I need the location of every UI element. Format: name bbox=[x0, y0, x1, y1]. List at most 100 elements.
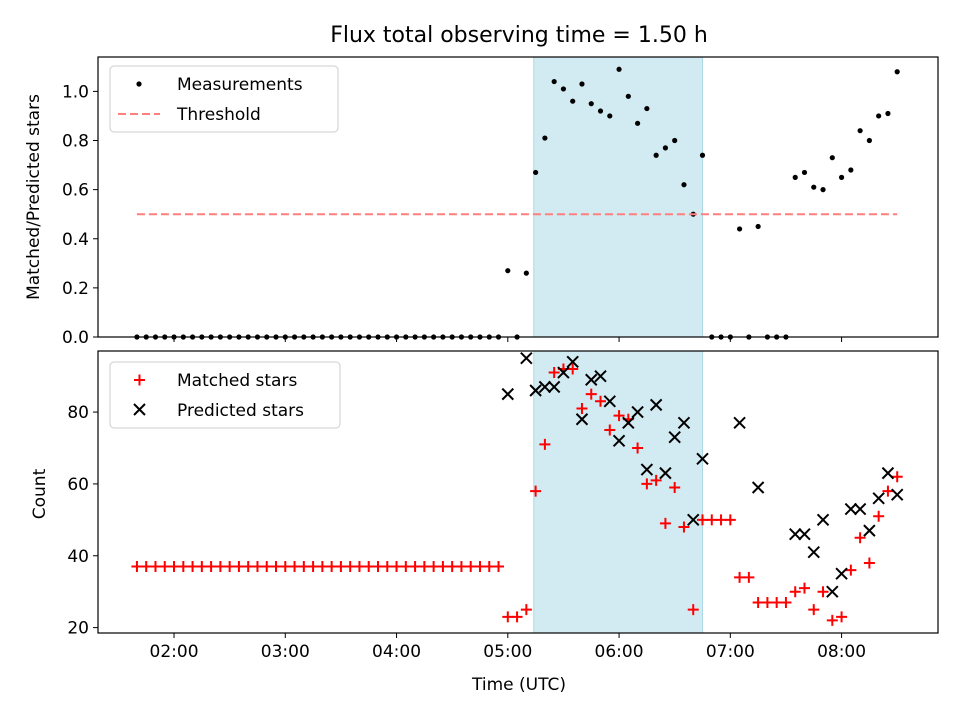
predicted-stars-point bbox=[566, 355, 579, 368]
measurement-point bbox=[876, 113, 882, 119]
matched-stars-point bbox=[715, 514, 727, 526]
matched-stars-point bbox=[845, 564, 857, 576]
matched-stars-point bbox=[455, 561, 467, 573]
matched-stars-point bbox=[131, 561, 143, 573]
measurement-point bbox=[597, 108, 604, 114]
matched-stars-point bbox=[140, 561, 152, 573]
matched-stars-point bbox=[734, 571, 746, 583]
measurement-point bbox=[653, 152, 659, 158]
predicted-stars-point bbox=[890, 488, 904, 501]
matched-stars-point bbox=[854, 532, 866, 544]
matched-stars-point bbox=[595, 395, 607, 407]
x-tick-label: 05:00 bbox=[483, 642, 532, 662]
predicted-stars-point bbox=[547, 380, 561, 394]
top-y-tick-label: 0.8 bbox=[62, 132, 89, 152]
predicted-stars-point bbox=[816, 513, 830, 527]
matched-stars-point bbox=[752, 596, 764, 608]
top-ticks: 0.0 0.2 0.4 0.6 0.8 1.0 bbox=[62, 82, 843, 348]
matched-stars-point bbox=[873, 510, 885, 522]
predicted-stars-point bbox=[501, 387, 515, 401]
top-y-axis-label: Matched/Predicted stars bbox=[24, 94, 44, 300]
predicted-stars-point bbox=[603, 395, 616, 408]
predicted-stars-point bbox=[538, 380, 552, 394]
matched-stars-point bbox=[576, 402, 588, 414]
matched-stars-point bbox=[808, 604, 820, 616]
x-tick-label: 07:00 bbox=[706, 642, 755, 662]
x-tick-label: 03:00 bbox=[261, 642, 310, 662]
matched-stars-point bbox=[891, 471, 903, 483]
matched-stars-point bbox=[363, 561, 375, 573]
top-y-tick-label: 0.6 bbox=[62, 181, 89, 201]
measurement-point bbox=[672, 137, 678, 144]
threshold-legend-label: Threshold bbox=[176, 105, 261, 125]
predicted-stars-legend-label: Predicted stars bbox=[177, 401, 304, 421]
figure-title: Flux total observing time = 1.50 h bbox=[330, 23, 708, 48]
measurement-point bbox=[551, 78, 557, 85]
matched-stars-point bbox=[530, 485, 542, 497]
predicted-stars-point bbox=[668, 431, 681, 444]
measurement-point bbox=[616, 66, 622, 72]
top-y-tick-label: 0.4 bbox=[62, 230, 89, 250]
measurement-point bbox=[505, 268, 511, 274]
matched-stars-point bbox=[372, 561, 384, 573]
matched-stars-point bbox=[205, 561, 217, 573]
measurement-point bbox=[635, 120, 641, 126]
matched-stars-point bbox=[307, 561, 319, 573]
measurements-legend-label: Measurements bbox=[177, 75, 303, 95]
matched-stars-legend-label: Matched stars bbox=[177, 371, 297, 391]
predicted-stars-point bbox=[640, 463, 654, 476]
matched-stars-point bbox=[483, 561, 495, 573]
measurement-point bbox=[644, 105, 650, 112]
predicted-stars-point bbox=[696, 452, 709, 465]
top-legend-frame bbox=[109, 65, 339, 133]
matched-stars-point bbox=[798, 582, 810, 594]
predicted-stars-point bbox=[863, 524, 876, 537]
measurement-point bbox=[811, 184, 817, 190]
matched-stars-point bbox=[289, 561, 301, 573]
matched-stars-point bbox=[409, 561, 421, 573]
x-tick-label: 04:00 bbox=[372, 642, 421, 662]
measurement-point bbox=[820, 187, 826, 193]
matched-stars-point bbox=[724, 514, 736, 526]
measurement-point bbox=[894, 69, 900, 75]
matched-stars-point bbox=[706, 514, 718, 526]
bottom-panel: 02:00 03:00 04:00 05:00 06:00 07:00 08:00 20 40 6… bbox=[30, 350, 939, 662]
measurement-point bbox=[681, 182, 687, 188]
matched-stars-point bbox=[669, 482, 681, 494]
matched-stars-point bbox=[177, 561, 189, 573]
matched-stars-point bbox=[836, 611, 848, 623]
measurement-point bbox=[866, 137, 872, 144]
matched-stars-point bbox=[326, 561, 338, 573]
measurement-point bbox=[848, 167, 854, 173]
predicted-stars-point bbox=[649, 398, 663, 412]
predicted-stars-point bbox=[687, 513, 700, 527]
matched-stars-point bbox=[391, 561, 403, 573]
matched-stars-point bbox=[743, 571, 755, 583]
top-y-tick-label: 0.2 bbox=[62, 279, 89, 299]
matched-stars-point bbox=[187, 561, 199, 573]
matched-stars-point bbox=[520, 604, 532, 616]
predicted-stars-point bbox=[751, 481, 765, 494]
bottom-axes-frame bbox=[97, 350, 939, 634]
bottom-y-tick-label: 40 bbox=[67, 547, 89, 567]
top-y-tick-label: 1.0 bbox=[62, 82, 89, 102]
matched-stars-point bbox=[437, 561, 449, 573]
bottom-legend: Matched stars Predicted stars bbox=[109, 361, 341, 429]
matched-stars-point bbox=[678, 521, 690, 533]
measurement-point bbox=[570, 98, 576, 104]
matched-stars-point bbox=[465, 561, 477, 573]
matched-stars-point bbox=[567, 363, 579, 375]
predicted-stars-point bbox=[733, 416, 746, 430]
predicted-stars-point bbox=[557, 366, 570, 379]
matched-stars-point bbox=[149, 561, 161, 573]
x-tick-label: 02:00 bbox=[150, 642, 199, 662]
matched-stars-point bbox=[789, 586, 801, 598]
x-tick-label: 06:00 bbox=[595, 642, 644, 662]
top-shaded-region bbox=[533, 56, 704, 338]
matched-stars-point bbox=[335, 561, 347, 573]
matched-stars-point bbox=[344, 561, 356, 573]
top-plot-area bbox=[134, 56, 900, 340]
matched-stars-point bbox=[659, 517, 671, 529]
top-y-tick-label: 0.0 bbox=[62, 328, 89, 348]
matched-stars-point bbox=[400, 561, 412, 573]
